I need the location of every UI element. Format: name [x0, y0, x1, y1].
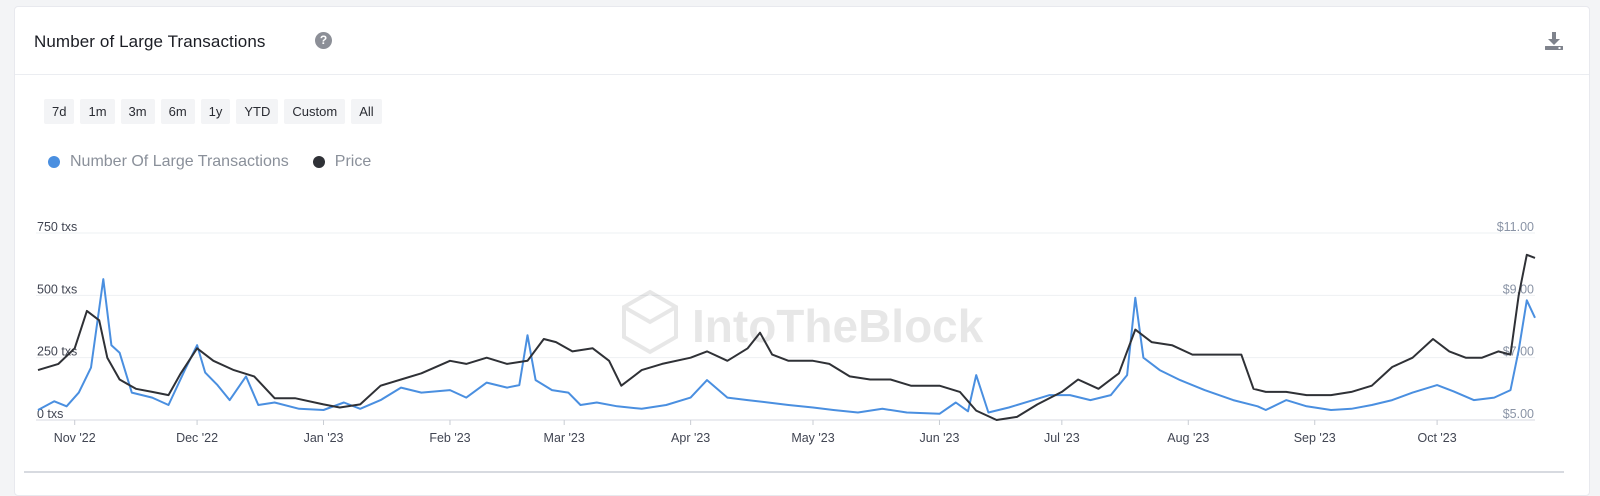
legend-dot-transactions: [48, 156, 60, 168]
legend-label-price: Price: [334, 153, 372, 170]
question-circle-icon[interactable]: ?: [315, 32, 332, 49]
legend-dot-price: [312, 156, 325, 168]
legend-item-transactions[interactable]: Number Of Large Transactions: [48, 153, 289, 171]
range-button-1y[interactable]: 1y: [200, 99, 231, 124]
range-button-3m[interactable]: 3m: [120, 99, 155, 124]
x-tick-label: May '23: [791, 431, 834, 445]
y-left-tick-label: 750 txs: [37, 220, 77, 234]
legend-label-transactions: Number Of Large Transactions: [70, 153, 289, 170]
range-button-7d[interactable]: 7d: [44, 99, 75, 124]
y-right-tick-label: $5.00: [1503, 407, 1534, 421]
x-tick-label: Sep '23: [1294, 431, 1336, 445]
x-tick-label: Feb '23: [429, 431, 470, 445]
range-button-6m[interactable]: 6m: [160, 99, 195, 124]
chart-grid: [36, 232, 1535, 421]
card-header: Number of Large Transactions ?: [15, 7, 1589, 75]
x-tick-label: Dec '22: [176, 431, 218, 445]
legend-item-price[interactable]: Price: [312, 153, 372, 171]
x-tick-label: Jan '23: [304, 431, 344, 445]
series-line-transactions: [37, 278, 1536, 415]
range-button-1m[interactable]: 1m: [80, 99, 115, 124]
time-range-selector: 7d 1m 3m 6m 1y YTD Custom All: [44, 99, 382, 124]
chart-legend: Number Of Large Transactions Price: [48, 153, 395, 171]
y-left-tick-label: 500 txs: [37, 282, 77, 296]
watermark: IntoTheBlock: [622, 289, 984, 355]
series-line-price: [37, 253, 1536, 421]
watermark-logo-inner-icon: [623, 305, 677, 325]
x-tick-label: Apr '23: [671, 431, 710, 445]
x-tick-label: Mar '23: [544, 431, 585, 445]
range-button-custom[interactable]: Custom: [284, 99, 346, 124]
chart-footer-divider: [24, 471, 1564, 473]
range-button-all[interactable]: All: [351, 99, 382, 124]
watermark-logo-icon: [622, 289, 678, 355]
x-tick-label: Jul '23: [1044, 431, 1080, 445]
x-tick-label: Jun '23: [920, 431, 960, 445]
series-layer: [37, 253, 1536, 421]
watermark-text: IntoTheBlock: [692, 300, 984, 352]
x-tick-label: Aug '23: [1167, 431, 1209, 445]
chart-title: Number of Large Transactions: [34, 32, 266, 51]
y-left-tick-label: 0 txs: [37, 407, 63, 421]
x-tick-label: Nov '22: [54, 431, 96, 445]
x-axis: Nov '22 Dec '22 Jan '23 Feb '23 Mar '23 Apr '…: [54, 420, 1457, 445]
y-right-tick-label: $9.00: [1503, 282, 1534, 296]
chart-card: Number of Large Transactions ? 7d 1m 3m 6m 1…: [14, 6, 1590, 496]
x-tick-label: Oct '23: [1417, 431, 1456, 445]
y-right-tick-label: $11.00: [1497, 220, 1534, 234]
range-button-ytd[interactable]: YTD: [236, 99, 279, 124]
download-icon[interactable]: [1542, 29, 1566, 53]
